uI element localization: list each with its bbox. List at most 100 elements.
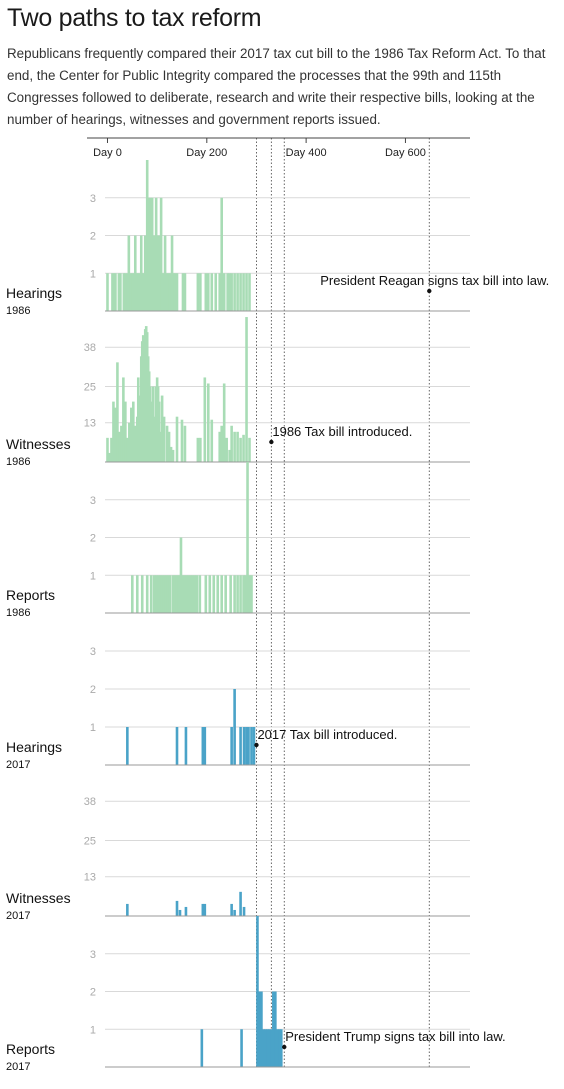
bar [210,419,214,462]
bar [248,437,251,462]
y-tick-label: 1 [90,268,96,280]
bar [175,900,179,916]
bar [184,727,188,765]
y-tick-label: 2 [90,987,96,999]
annotation-dot [254,742,259,748]
bar [191,575,195,613]
bar [117,273,121,311]
bar [116,362,119,462]
bar [224,575,227,613]
y-tick-label: 3 [90,193,96,205]
bar [154,197,158,311]
bar [233,431,236,462]
bar [250,727,253,765]
bar [203,903,207,916]
bar [164,575,168,613]
bar [193,575,197,613]
bar [278,1029,281,1067]
bar [233,909,236,916]
bar [171,449,175,462]
bar [135,575,139,613]
bar [258,991,261,1067]
bar [181,273,185,311]
panel-name-label: Reports [6,587,55,603]
bar [175,273,179,311]
bar [160,273,164,311]
bar [169,446,173,462]
bar [114,273,117,311]
bar [131,575,134,613]
bar [118,431,121,462]
annotation-text: 2017 Tax bill introduced. [257,727,397,742]
bar [162,575,166,613]
bar [270,1029,273,1067]
annotation-text: 1986 Tax bill introduced. [272,424,412,439]
bar [216,575,220,613]
bar [220,197,224,311]
bar [180,419,184,462]
y-tick-label: 2 [90,231,96,243]
bar [199,437,202,462]
panel-reports-2017: 1 2 3 Reports 2017 President Trump signs tax … [6,916,506,1073]
bar [184,906,188,916]
bar [274,991,277,1067]
bar [189,575,193,613]
bar [214,273,218,311]
bar [245,317,248,462]
bar [230,273,233,311]
bar [124,401,127,462]
bar [170,235,174,311]
bar [239,575,242,613]
bar [222,273,226,311]
bar [162,273,165,311]
bar [178,909,182,916]
bar [175,727,179,765]
bar [156,575,160,613]
bar [203,727,207,765]
bar [126,727,129,765]
bar [187,575,191,613]
bar [250,575,253,613]
bar [132,273,136,311]
y-tick-label: 38 [84,342,96,354]
y-tick-label: 3 [90,495,96,507]
bar [242,727,246,765]
bar [203,377,207,462]
bar [222,383,226,462]
panel-name-label: Hearings [6,285,62,301]
bar [225,437,228,462]
bar [151,386,155,462]
bar [276,1029,279,1067]
bar [220,425,224,462]
x-tick-label: Day 600 [385,147,426,159]
bar [230,727,233,765]
bar [136,377,140,462]
bar [108,452,111,462]
bar [228,449,231,462]
bar [183,575,187,613]
bar [162,416,166,462]
bar [122,377,125,462]
bar [168,575,172,613]
bar [242,575,245,613]
bar [266,1029,269,1067]
bar [268,1029,271,1067]
bar [124,273,127,311]
bar [140,273,144,311]
bar [244,575,247,613]
panel-name-label: Hearings [6,739,62,755]
bar [196,273,200,311]
bar [200,1029,204,1067]
bar [226,273,229,311]
y-tick-label: 1 [90,1024,96,1036]
panel-year-label: 1986 [6,607,30,619]
panel-reports-1986: 1 2 3 Reports 1986 [6,462,470,619]
x-tick-label: Day 200 [186,147,227,159]
bar [246,462,249,613]
bar [208,575,212,613]
bar [179,537,183,613]
bar [149,575,153,613]
x-tick-label: Day 400 [286,147,327,159]
bar [206,383,210,462]
